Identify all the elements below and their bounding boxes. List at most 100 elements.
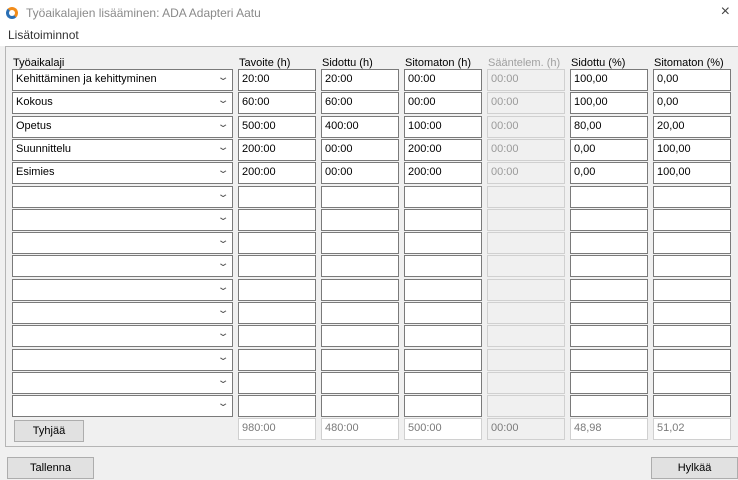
unbound-percent-input[interactable]	[653, 302, 731, 324]
unbound-hours-input[interactable]: 00:00	[404, 69, 482, 91]
bound-percent-input[interactable]	[570, 372, 648, 394]
bound-hours-input[interactable]	[321, 372, 399, 394]
bound-hours-input[interactable]	[321, 255, 399, 277]
bound-hours-input[interactable]	[321, 302, 399, 324]
target-hours-input[interactable]	[238, 325, 316, 347]
bound-percent-input[interactable]	[570, 395, 648, 417]
bound-percent-input[interactable]	[570, 209, 648, 231]
bound-percent-input[interactable]	[570, 302, 648, 324]
unbound-hours-input[interactable]: 200:00	[404, 139, 482, 161]
unbound-hours-input[interactable]: 00:00	[404, 92, 482, 114]
chevron-down-icon[interactable]: ⌄	[216, 119, 230, 130]
target-hours-input[interactable]	[238, 372, 316, 394]
chevron-down-icon[interactable]: ⌄	[216, 235, 230, 246]
target-hours-input[interactable]: 60:00	[238, 92, 316, 114]
target-hours-input[interactable]: 20:00	[238, 69, 316, 91]
target-hours-input[interactable]: 500:00	[238, 116, 316, 138]
unbound-hours-input[interactable]: 100:00	[404, 116, 482, 138]
worktype-select[interactable]: ⌄	[12, 325, 233, 347]
chevron-down-icon[interactable]: ⌄	[216, 305, 230, 316]
unbound-percent-input[interactable]	[653, 279, 731, 301]
unbound-hours-input[interactable]	[404, 186, 482, 208]
clear-button[interactable]: Tyhjää	[14, 420, 84, 442]
unbound-percent-input[interactable]: 20,00	[653, 116, 731, 138]
chevron-down-icon[interactable]: ⌄	[216, 328, 230, 339]
worktype-select[interactable]: ⌄	[12, 302, 233, 324]
worktype-select[interactable]: ⌄	[12, 349, 233, 371]
bound-hours-input[interactable]: 60:00	[321, 92, 399, 114]
bound-percent-input[interactable]	[570, 232, 648, 254]
chevron-down-icon[interactable]: ⌄	[216, 352, 230, 363]
worktype-select[interactable]: Esimies ⌄	[12, 162, 233, 184]
target-hours-input[interactable]	[238, 279, 316, 301]
unbound-percent-input[interactable]	[653, 209, 731, 231]
chevron-down-icon[interactable]: ⌄	[216, 189, 230, 200]
unbound-percent-input[interactable]: 100,00	[653, 139, 731, 161]
bound-percent-input[interactable]	[570, 349, 648, 371]
worktype-select[interactable]: ⌄	[12, 232, 233, 254]
target-hours-input[interactable]	[238, 232, 316, 254]
target-hours-input[interactable]	[238, 395, 316, 417]
unbound-hours-input[interactable]	[404, 279, 482, 301]
unbound-hours-input[interactable]	[404, 395, 482, 417]
bound-hours-input[interactable]: 20:00	[321, 69, 399, 91]
target-hours-input[interactable]	[238, 186, 316, 208]
unbound-hours-input[interactable]	[404, 349, 482, 371]
target-hours-input[interactable]: 200:00	[238, 139, 316, 161]
unbound-percent-input[interactable]: 100,00	[653, 162, 731, 184]
bound-hours-input[interactable]	[321, 325, 399, 347]
chevron-down-icon[interactable]: ⌄	[216, 165, 230, 176]
unbound-percent-input[interactable]	[653, 186, 731, 208]
bound-hours-input[interactable]	[321, 395, 399, 417]
unbound-hours-input[interactable]	[404, 255, 482, 277]
worktype-select[interactable]: Kehittäminen ja kehittyminen ⌄	[12, 69, 233, 91]
unbound-hours-input[interactable]	[404, 325, 482, 347]
bound-hours-input[interactable]	[321, 232, 399, 254]
target-hours-input[interactable]	[238, 302, 316, 324]
close-icon[interactable]: ×	[720, 3, 730, 20]
worktype-select[interactable]: ⌄	[12, 395, 233, 417]
unbound-percent-input[interactable]	[653, 372, 731, 394]
unbound-hours-input[interactable]	[404, 372, 482, 394]
unbound-hours-input[interactable]	[404, 232, 482, 254]
bound-percent-input[interactable]: 0,00	[570, 139, 648, 161]
worktype-select[interactable]: Opetus ⌄	[12, 116, 233, 138]
bound-hours-input[interactable]: 400:00	[321, 116, 399, 138]
unbound-percent-input[interactable]	[653, 232, 731, 254]
unbound-percent-input[interactable]: 0,00	[653, 69, 731, 91]
chevron-down-icon[interactable]: ⌄	[216, 375, 230, 386]
reject-button[interactable]: Hylkää	[651, 457, 738, 479]
bound-hours-input[interactable]	[321, 349, 399, 371]
bound-percent-input[interactable]	[570, 279, 648, 301]
chevron-down-icon[interactable]: ⌄	[216, 258, 230, 269]
worktype-select[interactable]: Suunnittelu ⌄	[12, 139, 233, 161]
worktype-select[interactable]: ⌄	[12, 255, 233, 277]
bound-hours-input[interactable]: 00:00	[321, 139, 399, 161]
bound-percent-input[interactable]	[570, 325, 648, 347]
menu-lisatoiminnot[interactable]: Lisätoiminnot	[8, 28, 79, 42]
bound-percent-input[interactable]	[570, 255, 648, 277]
unbound-percent-input[interactable]	[653, 255, 731, 277]
bound-hours-input[interactable]: 00:00	[321, 162, 399, 184]
bound-percent-input[interactable]: 100,00	[570, 92, 648, 114]
worktype-select[interactable]: ⌄	[12, 372, 233, 394]
target-hours-input[interactable]: 200:00	[238, 162, 316, 184]
worktype-select[interactable]: Kokous ⌄	[12, 92, 233, 114]
unbound-hours-input[interactable]	[404, 209, 482, 231]
worktype-select[interactable]: ⌄	[12, 209, 233, 231]
bound-percent-input[interactable]: 0,00	[570, 162, 648, 184]
target-hours-input[interactable]	[238, 209, 316, 231]
chevron-down-icon[interactable]: ⌄	[216, 282, 230, 293]
unbound-hours-input[interactable]: 200:00	[404, 162, 482, 184]
worktype-select[interactable]: ⌄	[12, 279, 233, 301]
save-button[interactable]: Tallenna	[7, 457, 94, 479]
bound-hours-input[interactable]	[321, 279, 399, 301]
target-hours-input[interactable]	[238, 255, 316, 277]
unbound-percent-input[interactable]: 0,00	[653, 92, 731, 114]
unbound-percent-input[interactable]	[653, 349, 731, 371]
bound-percent-input[interactable]	[570, 186, 648, 208]
chevron-down-icon[interactable]: ⌄	[216, 95, 230, 106]
unbound-percent-input[interactable]	[653, 325, 731, 347]
bound-percent-input[interactable]: 80,00	[570, 116, 648, 138]
unbound-percent-input[interactable]	[653, 395, 731, 417]
